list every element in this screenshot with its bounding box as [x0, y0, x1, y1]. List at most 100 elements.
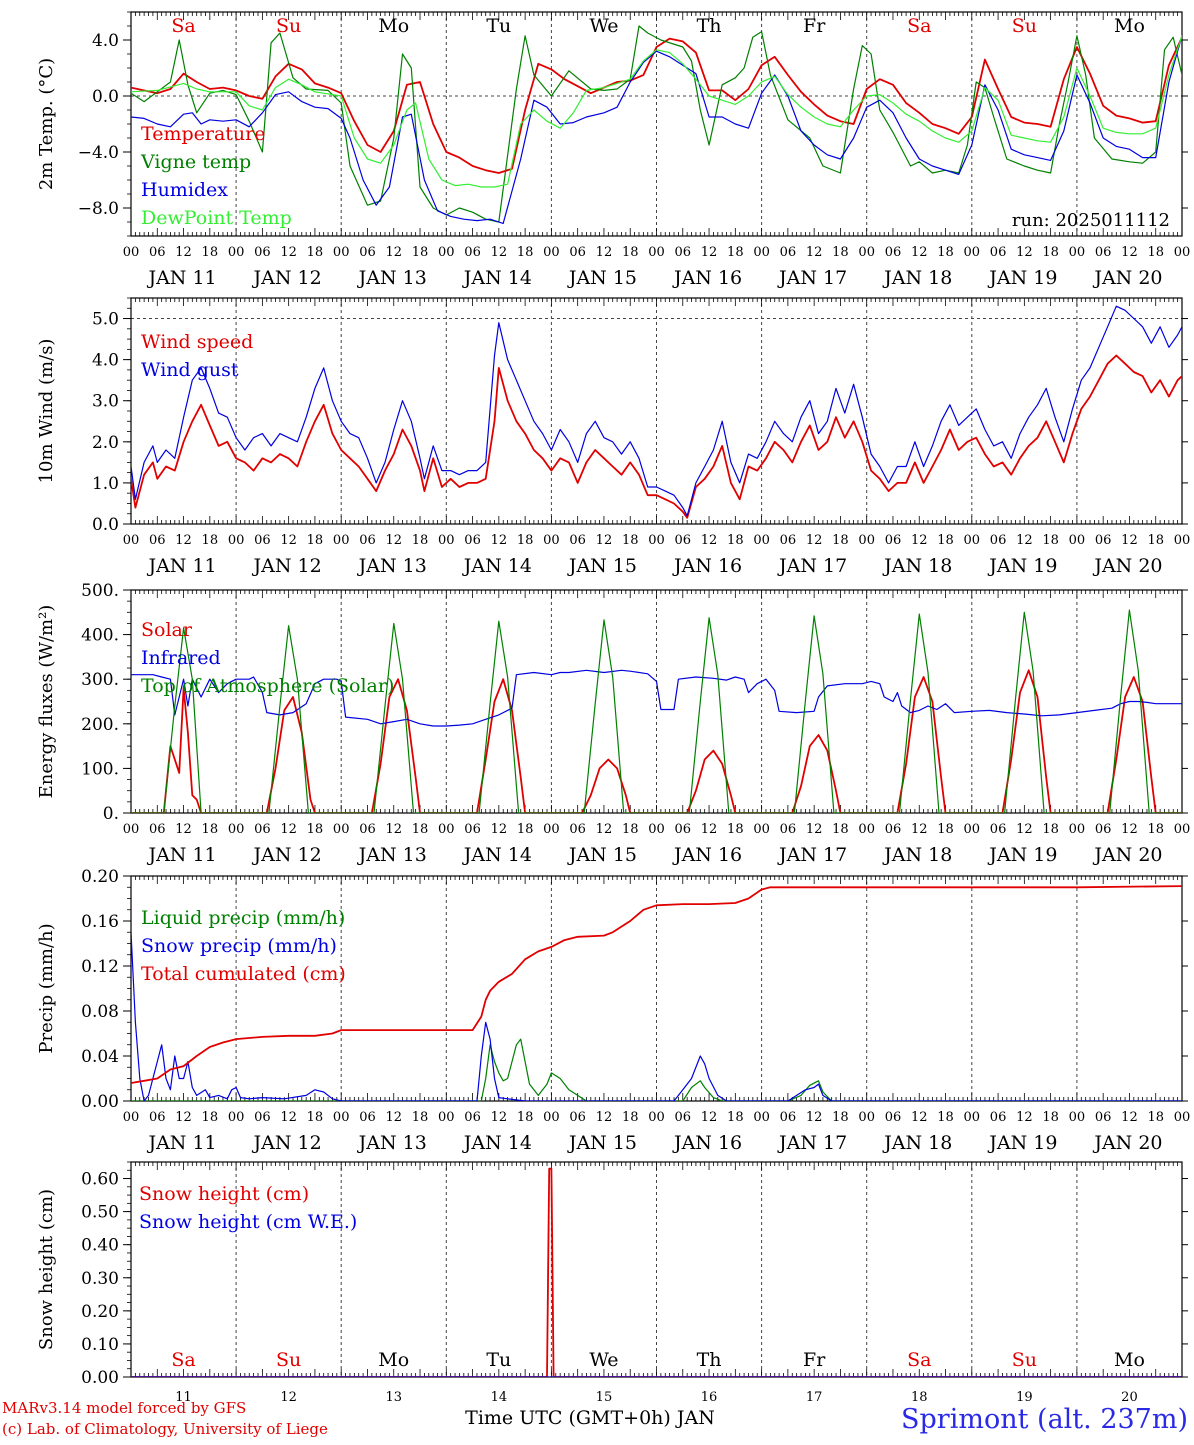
x-hour-label: 06: [885, 245, 902, 260]
x-hour-label: 12: [280, 533, 297, 548]
x-date-label: JAN 15: [567, 1132, 637, 1154]
y-tick-label: 100.: [81, 759, 119, 779]
x-day-number: 20: [1121, 1390, 1138, 1405]
series-line: [131, 354, 1182, 519]
x-hour-label: 12: [806, 822, 823, 837]
x-hour-label: 18: [727, 1110, 744, 1125]
y-tick-label: 500.: [81, 581, 119, 601]
x-date-label: JAN 17: [777, 844, 847, 866]
y-axis-label: 2m Temp. (°C): [36, 58, 57, 190]
x-date-label: JAN 18: [882, 844, 952, 866]
x-day-number: 18: [911, 1390, 928, 1405]
x-hour-label: 18: [622, 822, 639, 837]
day-of-week-label: Sa: [907, 15, 931, 37]
x-hour-label: 18: [307, 245, 324, 260]
y-tick-label: 400.: [81, 626, 119, 646]
x-date-label: JAN 12: [252, 555, 322, 577]
legend-entry: Wind gust: [141, 359, 239, 381]
x-hour-label: 18: [517, 533, 534, 548]
x-hour-label: 06: [675, 1110, 692, 1125]
x-hour-label: 06: [990, 822, 1007, 837]
x-hour-label: 00: [753, 1110, 770, 1125]
panel-3: 0. 100. 200. 300. 400. 500. Energy fluxes (W/m…: [36, 581, 1190, 866]
y-tick-label: 0.00: [81, 1092, 119, 1112]
y-tick-label: 0.08: [81, 1002, 119, 1022]
day-of-week-label: Tu: [486, 1349, 511, 1371]
x-hour-label: 00: [333, 822, 350, 837]
x-hour-label: 18: [1042, 245, 1059, 260]
x-hour-label: 18: [202, 245, 219, 260]
x-hour-label: 12: [175, 1110, 192, 1125]
x-hour-label: 00: [753, 533, 770, 548]
y-tick-label: 0.30: [81, 1269, 119, 1289]
x-hour-label: 00: [964, 245, 981, 260]
x-hour-label: 12: [1016, 1110, 1033, 1125]
x-day-number: 15: [596, 1390, 613, 1405]
station-name: Sprimont (alt. 237m): [901, 1404, 1188, 1435]
x-hour-label: 00: [1069, 822, 1086, 837]
panel-4: 0.00 0.04 0.08 0.12 0.16 0.20 Precip (mm/h) 00 0…: [36, 867, 1190, 1154]
x-hour-label: 00: [228, 533, 245, 548]
day-of-week-label: Sa: [171, 1349, 195, 1371]
x-hour-label: 12: [175, 245, 192, 260]
x-hour-label: 18: [1147, 1110, 1164, 1125]
x-hour-label: 06: [254, 822, 271, 837]
y-tick-label: 0.40: [81, 1236, 119, 1256]
x-hour-label: 18: [202, 1110, 219, 1125]
x-hour-label: 06: [359, 245, 376, 260]
x-hour-label: 00: [123, 245, 140, 260]
series-line: [131, 25, 1182, 223]
y-tick-label: −4.0: [78, 143, 119, 163]
y-tick-label: 0.16: [81, 912, 119, 932]
x-hour-label: 06: [885, 822, 902, 837]
y-tick-label: 3.0: [92, 392, 119, 412]
x-hour-label: 18: [412, 822, 429, 837]
x-hour-label: 06: [149, 245, 166, 260]
y-tick-label: 4.0: [92, 351, 119, 371]
x-hour-label: 06: [675, 822, 692, 837]
x-day-number: 19: [1016, 1390, 1033, 1405]
x-hour-label: 00: [543, 822, 560, 837]
x-hour-label: 12: [280, 1110, 297, 1125]
x-hour-label: 12: [701, 1110, 718, 1125]
series-line: [131, 669, 1182, 813]
x-date-label: JAN 20: [1092, 555, 1162, 577]
x-hour-label: 18: [832, 533, 849, 548]
x-date-label: JAN 19: [987, 844, 1057, 866]
legend-entry: DewPoint Temp: [141, 207, 292, 229]
x-hour-label: 18: [202, 533, 219, 548]
x-date-label: JAN 17: [777, 267, 847, 289]
y-axis-label: Energy fluxes (W/m²): [36, 605, 57, 799]
x-date-label: JAN 14: [462, 1132, 532, 1154]
x-hour-label: 06: [149, 533, 166, 548]
x-hour-label: 12: [175, 533, 192, 548]
x-date-label: JAN 15: [567, 844, 637, 866]
x-hour-label: 12: [491, 533, 508, 548]
day-of-week-label: Th: [697, 1349, 722, 1371]
x-date-label: JAN 12: [252, 267, 322, 289]
x-hour-label: 12: [385, 533, 402, 548]
x-hour-label: 00: [228, 245, 245, 260]
x-hour-label: 12: [911, 822, 928, 837]
x-hour-label: 18: [1042, 822, 1059, 837]
x-hour-label: 12: [596, 822, 613, 837]
x-hour-label: 18: [412, 533, 429, 548]
y-tick-label: 0.: [103, 804, 119, 824]
x-hour-label: 12: [596, 533, 613, 548]
x-date-label: JAN 15: [567, 555, 637, 577]
x-hour-label: 06: [569, 533, 586, 548]
x-date-label: JAN 19: [987, 267, 1057, 289]
x-hour-label: 12: [175, 822, 192, 837]
x-hour-label: 12: [1121, 1110, 1138, 1125]
y-tick-label: 200.: [81, 715, 119, 735]
x-hour-label: 12: [385, 822, 402, 837]
day-of-week-label: Mo: [1114, 1349, 1145, 1371]
x-hour-label: 12: [1016, 533, 1033, 548]
day-of-week-label: Su: [1012, 1349, 1037, 1371]
x-date-label: JAN 14: [462, 267, 532, 289]
x-date-label: JAN 18: [882, 267, 952, 289]
x-hour-label: 12: [1121, 822, 1138, 837]
x-hour-label: 06: [1095, 245, 1112, 260]
x-hour-label: 00: [438, 822, 455, 837]
x-hour-label: 06: [569, 245, 586, 260]
